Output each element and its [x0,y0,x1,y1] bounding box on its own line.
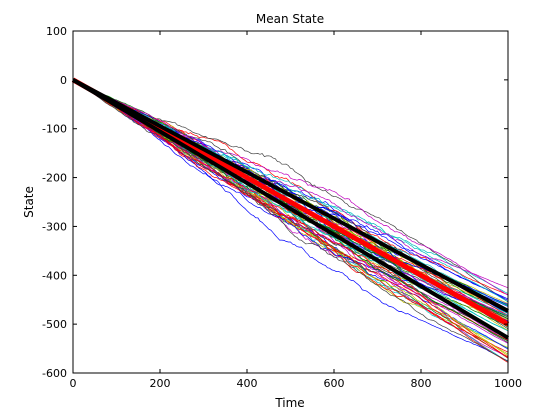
upper-band-line [72,78,509,313]
y-tick-label: -200 [42,172,67,185]
axis-ticks: 0 200 400 600 800 10001000-100-200-300-400-50… [42,25,522,390]
random-walk-line [72,79,509,303]
plot-frame [72,30,509,374]
y-tick-label: -100 [42,123,67,136]
y-tick-label: 0 [60,74,67,87]
random-walk-line [72,79,509,289]
y-axis-label: State [22,186,36,218]
y-tick-label: -300 [42,220,67,233]
y-tick-label: -400 [42,269,67,282]
y-tick-label: -600 [42,367,67,380]
band-lines [71,77,510,340]
x-tick-label: 800 [411,377,432,390]
x-tick-label: 200 [150,377,171,390]
random-walk-line [72,79,509,355]
chart-title: Mean State [256,12,324,26]
random-walk-line [72,79,509,362]
x-tick-label: 600 [324,377,345,390]
x-tick-label: 400 [237,377,258,390]
lower-band-line [71,78,510,340]
y-tick-label: 100 [46,25,67,38]
random-walk-line [72,79,509,358]
x-tick-label: 1000 [494,377,522,390]
x-tick-label: 0 [70,377,77,390]
random-walk-line [72,79,509,359]
x-axis-label: Time [274,396,304,410]
y-tick-label: -500 [42,318,67,331]
